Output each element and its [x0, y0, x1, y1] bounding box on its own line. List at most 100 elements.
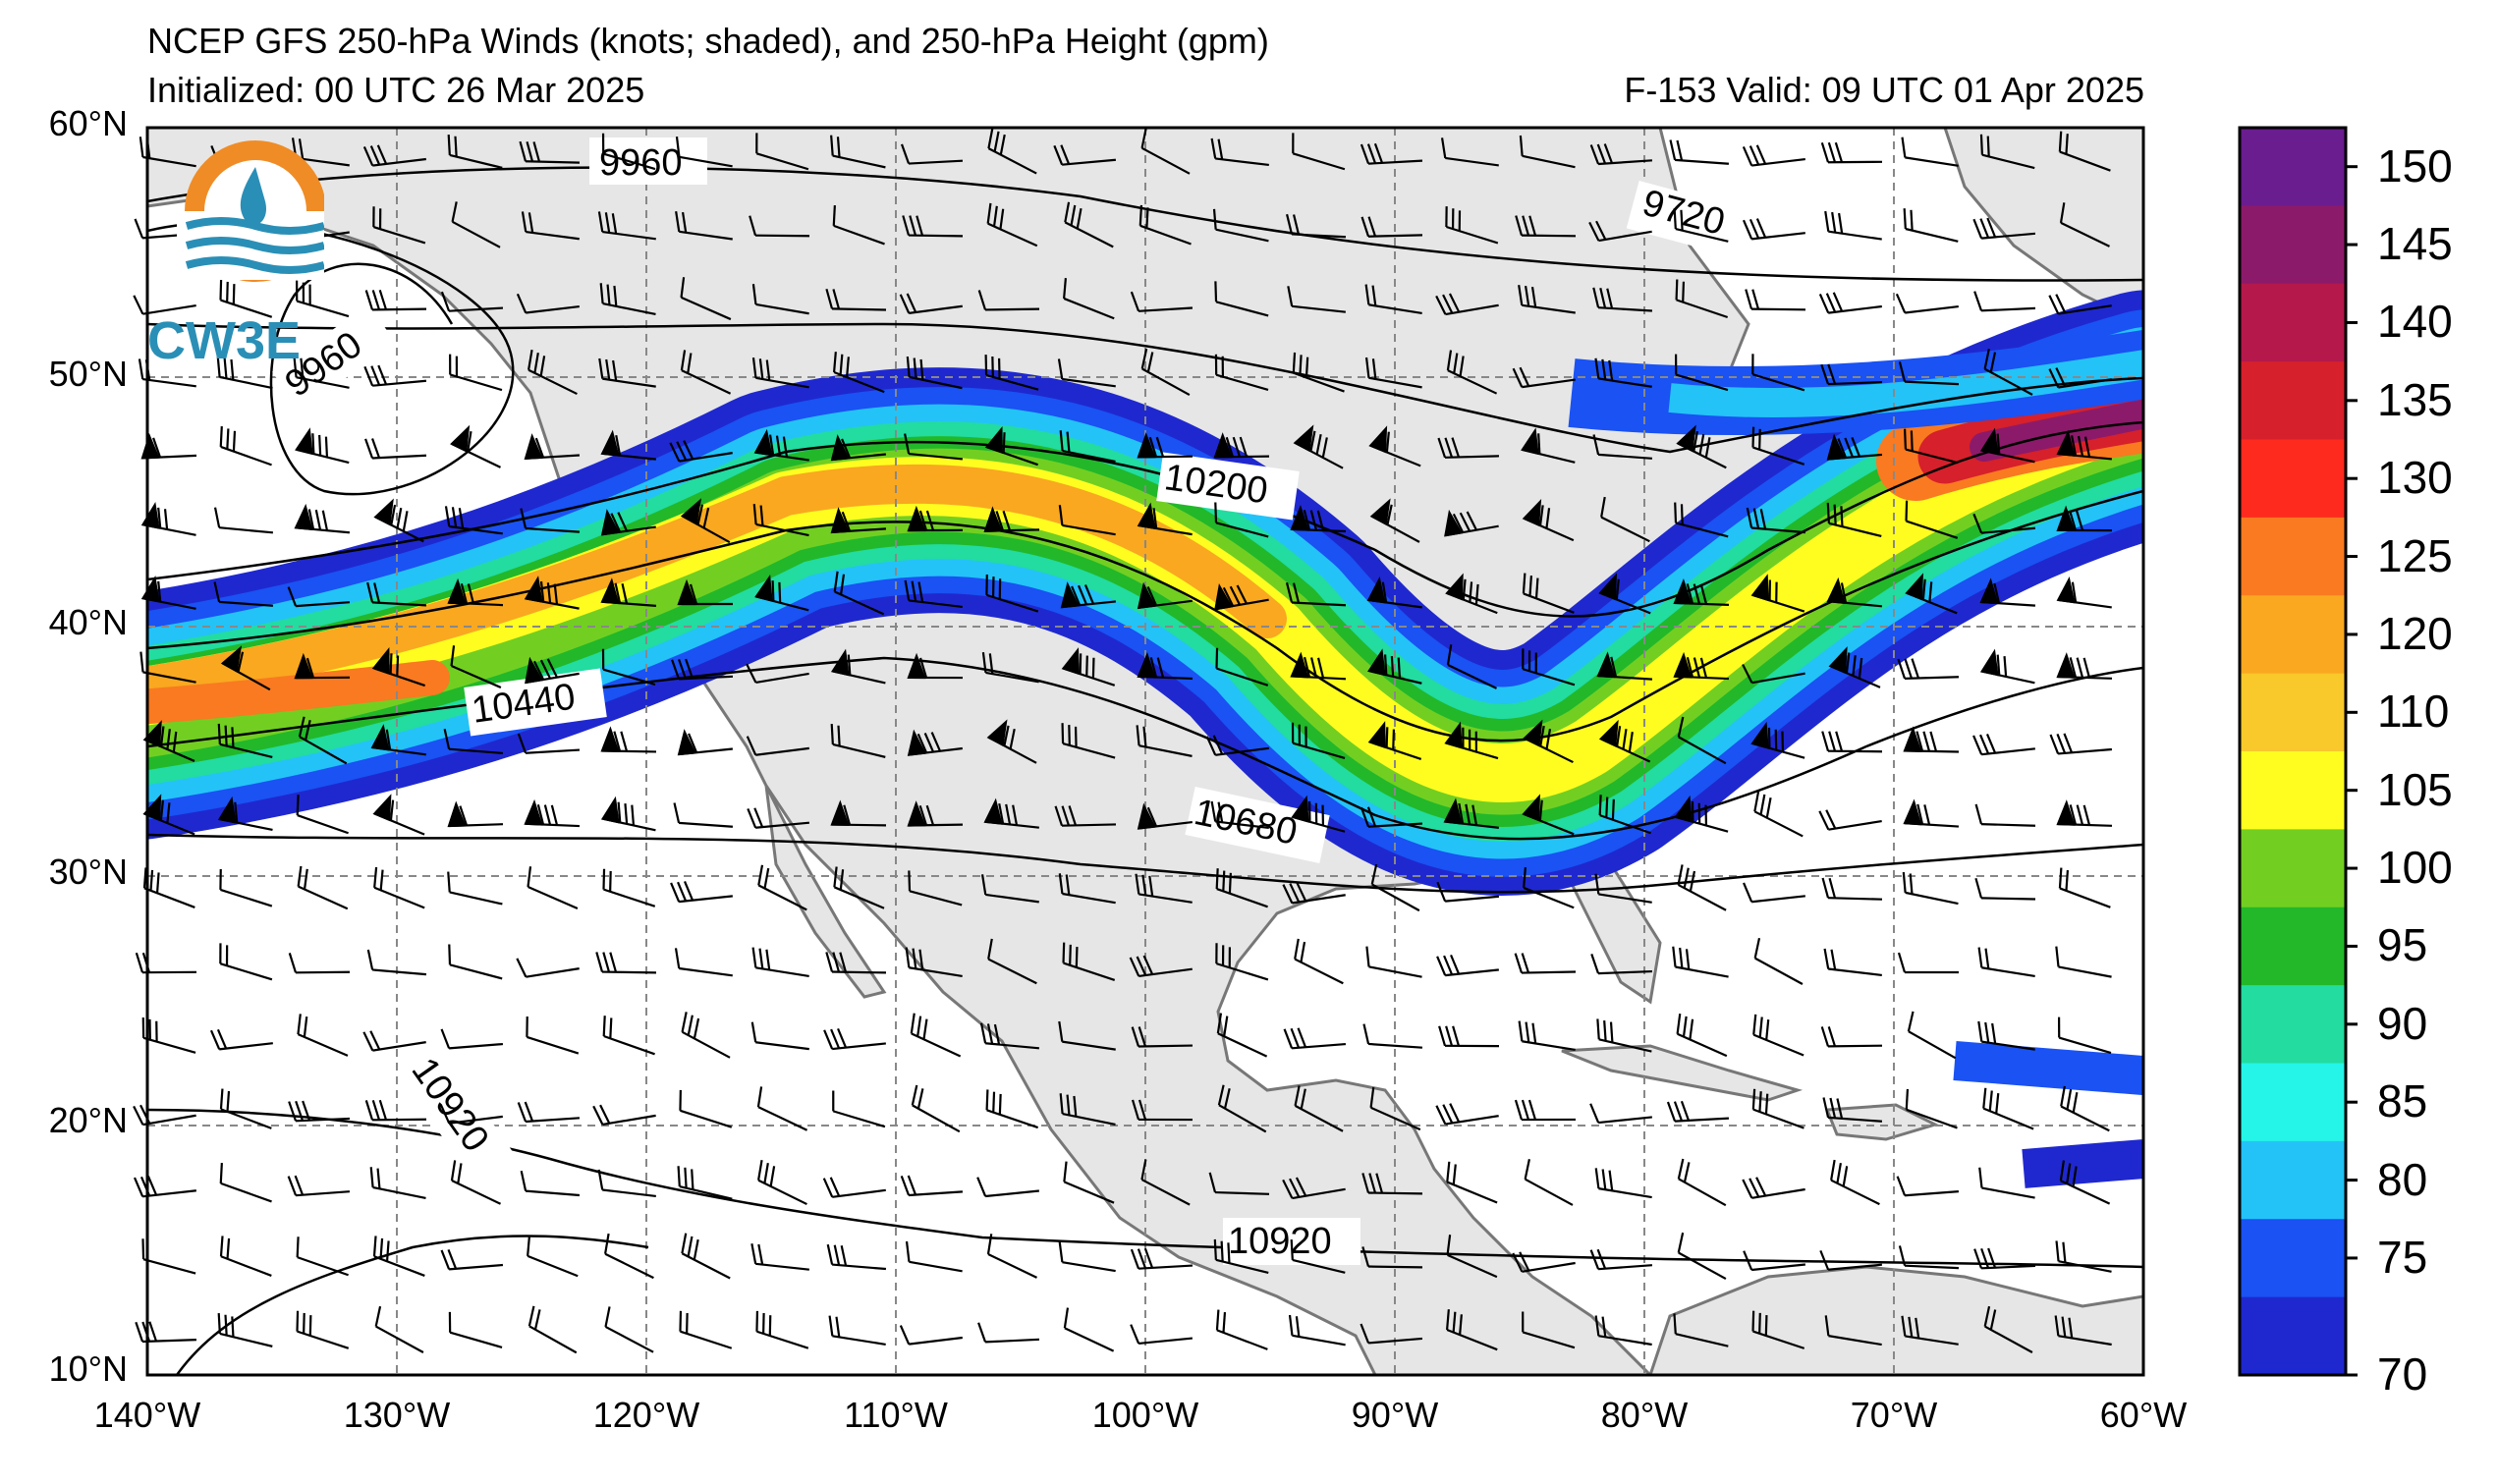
wind-barb — [1743, 882, 1805, 904]
wind-barb — [1290, 1239, 1346, 1274]
wind-barb — [911, 1084, 961, 1133]
wind-barb — [1210, 800, 1269, 830]
wind-barb — [977, 290, 1040, 311]
wind-barb — [977, 1322, 1040, 1344]
wind-barb — [448, 944, 503, 980]
colorbar-label: 75 — [2377, 1231, 2428, 1283]
wind-barb — [516, 958, 580, 978]
wind-barb — [983, 506, 1040, 532]
wind-barb — [1973, 291, 2036, 312]
wind-barb — [983, 797, 1039, 829]
wind-barb — [1830, 1159, 1880, 1206]
wind-barb — [1512, 366, 1576, 389]
wind-barb — [1213, 1238, 1269, 1275]
wind-barb — [135, 952, 197, 974]
wind-barb — [1369, 498, 1420, 543]
wind-barb — [1294, 938, 1344, 985]
colorbar-label: 120 — [2377, 607, 2453, 659]
wind-barb — [2056, 429, 2112, 461]
wind-barb — [832, 204, 885, 246]
wind-barb — [1589, 143, 1653, 166]
wind-barb — [1594, 1168, 1652, 1199]
wind-barb — [524, 798, 581, 828]
wind-barb — [670, 880, 733, 904]
colorbar-segment — [2240, 517, 2346, 596]
wind-barb — [600, 577, 657, 607]
wind-barb — [1598, 719, 1651, 763]
wind-barb — [2058, 867, 2111, 908]
wind-barb — [830, 724, 886, 758]
wind-barb — [757, 864, 807, 911]
wind-barb — [440, 291, 504, 312]
init-time: Initialized: 00 UTC 26 Mar 2025 — [147, 70, 645, 110]
wind-barb — [902, 215, 964, 238]
wind-barb — [1822, 1097, 1883, 1123]
wind-barb — [680, 350, 732, 395]
wind-barb — [1368, 425, 1421, 467]
wind-barb — [757, 1159, 807, 1206]
wind-barb — [1057, 358, 1116, 388]
logo-text: CW3E — [147, 311, 301, 368]
wind-barb — [519, 140, 581, 164]
wind-barb — [1598, 573, 1651, 615]
wind-barb — [675, 211, 733, 241]
wind-barb — [449, 354, 503, 392]
wind-barb — [1974, 877, 2036, 901]
wind-barb — [1445, 573, 1498, 615]
wind-barb — [1897, 658, 1960, 680]
wind-barb — [1282, 1177, 1346, 1200]
wind-barb — [371, 647, 426, 687]
colorbar-segment — [2240, 1140, 2346, 1220]
wind-barb — [1367, 648, 1422, 685]
wind-barb — [1130, 1324, 1193, 1346]
wind-barb — [294, 503, 350, 534]
wind-barb — [1364, 284, 1422, 315]
colorbar-label: 105 — [2377, 763, 2453, 815]
wind-barb — [1751, 354, 1805, 392]
wind-barb — [1366, 577, 1422, 609]
wind-barb — [1522, 794, 1575, 836]
wind-barb — [1742, 144, 1805, 167]
wind-barb — [1979, 427, 2035, 464]
wind-barb — [1058, 873, 1116, 905]
wind-barb — [139, 137, 196, 168]
wind-barb — [1826, 577, 1882, 608]
wind-barb — [133, 1104, 196, 1127]
wind-barb — [1751, 1088, 1804, 1129]
wind-barb — [1360, 142, 1423, 165]
wind-barb — [1362, 1023, 1423, 1049]
wind-barb — [602, 868, 656, 907]
wind-barb — [1287, 286, 1346, 313]
wind-barb — [680, 277, 732, 321]
wind-barb — [362, 144, 426, 167]
wind-barb — [1742, 1177, 1805, 1199]
wind-barb — [220, 645, 271, 691]
wind-barb — [1446, 1161, 1498, 1204]
greenland-newfoundland — [1943, 128, 2143, 326]
wind-barb — [677, 578, 734, 606]
wind-barb — [899, 1325, 963, 1346]
wind-barb — [1589, 1248, 1653, 1271]
wind-barb — [1751, 1310, 1805, 1349]
wind-barb — [1059, 430, 1116, 464]
colorbar-segment — [2240, 361, 2346, 440]
wind-barb — [516, 293, 580, 314]
wind-barb — [600, 509, 656, 536]
wind-barb — [1369, 1086, 1421, 1131]
wind-barb — [828, 1315, 886, 1346]
wind-barb — [1058, 1241, 1116, 1273]
wind-barb — [1820, 363, 1883, 386]
wind-barb — [447, 871, 503, 906]
wind-barb — [1673, 651, 1730, 681]
wind-barb — [986, 1234, 1037, 1279]
wind-barb — [750, 1021, 809, 1051]
wind-barb — [213, 581, 274, 607]
lon-label-90: 90°W — [1351, 1395, 1439, 1435]
colorbar-segment — [2240, 907, 2346, 986]
wind-barb — [677, 729, 733, 756]
wind-barb — [447, 135, 503, 169]
wind-barb — [907, 800, 964, 827]
wind-barb — [1676, 424, 1727, 469]
wind-barb — [830, 507, 887, 534]
wind-barb — [1512, 1251, 1576, 1273]
